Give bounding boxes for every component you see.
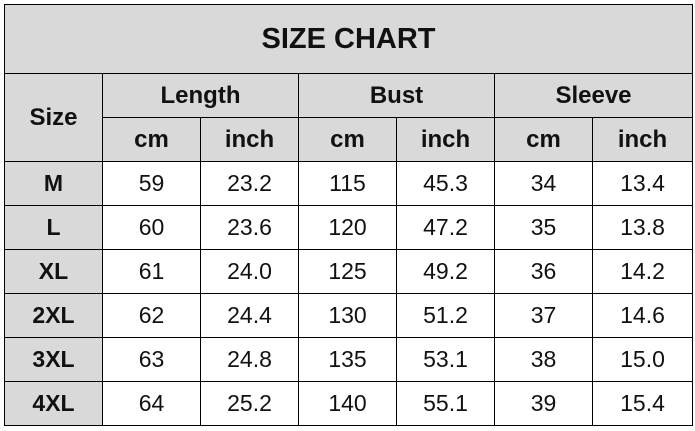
table-cell: 61	[102, 249, 201, 294]
table-cell: 51.2	[396, 293, 495, 338]
table-cell: 35	[494, 205, 593, 250]
table-cell: 59	[102, 161, 201, 206]
unit-header: cm	[102, 117, 201, 162]
table-cell: 140	[298, 381, 397, 426]
unit-header: inch	[592, 117, 693, 162]
table-cell: 25.2	[200, 381, 299, 426]
size-label: 4XL	[4, 381, 103, 426]
table-cell: 13.4	[592, 161, 693, 206]
table-cell: 45.3	[396, 161, 495, 206]
table-cell: 135	[298, 337, 397, 382]
table-row: M 59 23.2 115 45.3 34 13.4	[4, 161, 693, 206]
table-row: 4XL 64 25.2 140 55.1 39 15.4	[4, 381, 693, 426]
table-cell: 15.4	[592, 381, 693, 426]
unit-header: inch	[200, 117, 299, 162]
table-cell: 15.0	[592, 337, 693, 382]
table-cell: 14.6	[592, 293, 693, 338]
unit-header: cm	[298, 117, 397, 162]
table-cell: 34	[494, 161, 593, 206]
table-cell: 36	[494, 249, 593, 294]
table-cell: 14.2	[592, 249, 693, 294]
table-row: XL 61 24.0 125 49.2 36 14.2	[4, 249, 693, 294]
table-cell: 62	[102, 293, 201, 338]
table-cell: 115	[298, 161, 397, 206]
table-cell: 47.2	[396, 205, 495, 250]
table-cell: 125	[298, 249, 397, 294]
table-cell: 64	[102, 381, 201, 426]
table-cell: 24.0	[200, 249, 299, 294]
table-cell: 53.1	[396, 337, 495, 382]
length-header: Length	[102, 73, 299, 118]
table-cell: 23.6	[200, 205, 299, 250]
size-label: XL	[4, 249, 103, 294]
bust-header: Bust	[298, 73, 495, 118]
table-cell: 13.8	[592, 205, 693, 250]
size-label: 2XL	[4, 293, 103, 338]
table-cell: 49.2	[396, 249, 495, 294]
table-cell: 37	[494, 293, 593, 338]
table-row: 3XL 63 24.8 135 53.1 38 15.0	[4, 337, 693, 382]
table-row: L 60 23.6 120 47.2 35 13.8	[4, 205, 693, 250]
table-cell: 24.8	[200, 337, 299, 382]
table-cell: 60	[102, 205, 201, 250]
table-cell: 130	[298, 293, 397, 338]
unit-header: inch	[396, 117, 495, 162]
size-label: L	[4, 205, 103, 250]
table-cell: 39	[494, 381, 593, 426]
table-row: 2XL 62 24.4 130 51.2 37 14.6	[4, 293, 693, 338]
size-label: M	[4, 161, 103, 206]
chart-title: SIZE CHART	[4, 4, 693, 74]
table-cell: 120	[298, 205, 397, 250]
size-label: 3XL	[4, 337, 103, 382]
table-cell: 38	[494, 337, 593, 382]
table-cell: 55.1	[396, 381, 495, 426]
table-cell: 23.2	[200, 161, 299, 206]
table-cell: 24.4	[200, 293, 299, 338]
table-cell: 63	[102, 337, 201, 382]
size-chart-table: SIZE CHART Size Length Bust Sleeve cm inc…	[4, 4, 693, 426]
unit-header: cm	[494, 117, 593, 162]
sleeve-header: Sleeve	[494, 73, 693, 118]
size-header: Size	[4, 73, 103, 162]
